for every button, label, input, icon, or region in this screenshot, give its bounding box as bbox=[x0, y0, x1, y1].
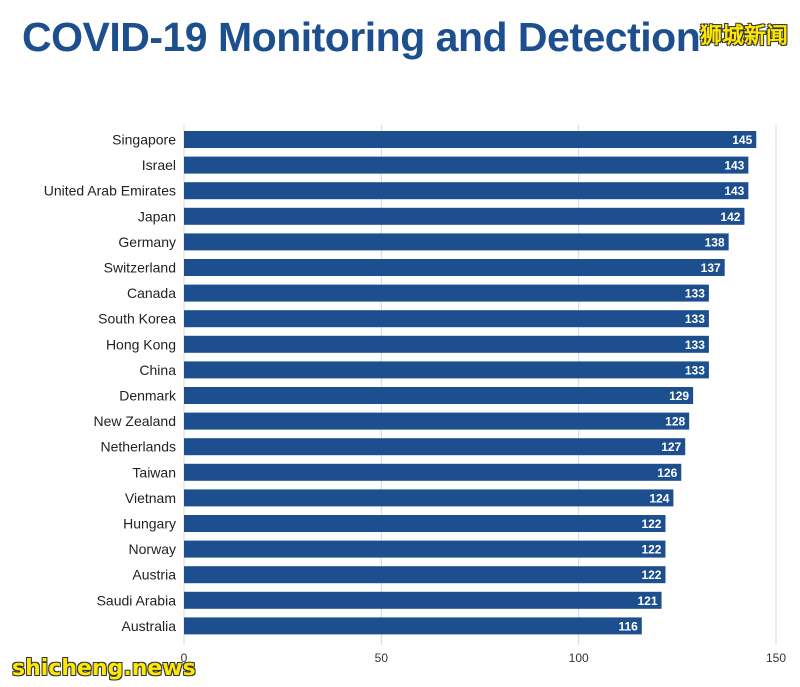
data-label: 128 bbox=[665, 415, 685, 429]
category-label: Canada bbox=[127, 285, 176, 301]
data-label: 137 bbox=[701, 261, 721, 275]
data-label: 121 bbox=[638, 594, 658, 608]
bar bbox=[184, 617, 642, 635]
data-label: 133 bbox=[685, 312, 705, 326]
data-label: 129 bbox=[669, 389, 689, 403]
bar bbox=[184, 566, 666, 584]
bar bbox=[184, 361, 709, 379]
x-tick-label: 100 bbox=[569, 651, 589, 665]
bar bbox=[184, 156, 749, 174]
category-label: Norway bbox=[129, 541, 176, 557]
bar bbox=[184, 438, 686, 456]
data-label: 133 bbox=[685, 287, 705, 301]
x-tick-label: 150 bbox=[766, 651, 786, 665]
data-label: 126 bbox=[657, 466, 677, 480]
data-label: 122 bbox=[641, 568, 661, 582]
data-label: 122 bbox=[641, 517, 661, 531]
bar bbox=[184, 515, 666, 532]
data-label: 127 bbox=[661, 440, 681, 454]
watermark-top: 狮城新闻 bbox=[699, 24, 788, 49]
bar bbox=[184, 233, 729, 251]
bar bbox=[184, 207, 745, 225]
category-label: Taiwan bbox=[132, 464, 176, 480]
bar-layer bbox=[184, 131, 757, 635]
data-label: 133 bbox=[685, 363, 705, 377]
category-label: China bbox=[139, 362, 176, 378]
data-label: 122 bbox=[641, 543, 661, 557]
data-label: 133 bbox=[685, 338, 705, 352]
category-label: Hungary bbox=[123, 516, 176, 532]
data-label: 142 bbox=[720, 210, 740, 224]
bar bbox=[184, 335, 709, 353]
category-label: Austria bbox=[132, 567, 176, 583]
category-label: Vietnam bbox=[125, 490, 176, 506]
category-label: United Arab Emirates bbox=[44, 183, 176, 199]
bar bbox=[184, 284, 709, 302]
category-label: Hong Kong bbox=[106, 336, 176, 352]
category-label: New Zealand bbox=[94, 413, 177, 429]
x-tick-label: 50 bbox=[375, 651, 389, 665]
bar bbox=[184, 131, 757, 148]
data-label: 145 bbox=[732, 133, 752, 147]
category-label: Netherlands bbox=[101, 439, 177, 455]
bar bbox=[184, 387, 694, 404]
category-label: Saudi Arabia bbox=[97, 592, 177, 608]
data-label: 143 bbox=[724, 184, 744, 198]
bar bbox=[184, 591, 662, 609]
bar bbox=[184, 540, 666, 558]
data-label: 138 bbox=[705, 235, 725, 249]
data-label: 143 bbox=[724, 159, 744, 173]
bar bbox=[184, 259, 725, 276]
bar bbox=[184, 412, 690, 430]
category-label: Germany bbox=[118, 234, 176, 250]
bar bbox=[184, 182, 749, 200]
bar bbox=[184, 310, 709, 328]
category-label: Israel bbox=[142, 157, 176, 173]
bar bbox=[184, 463, 682, 481]
category-label: Australia bbox=[122, 618, 177, 634]
category-label: Japan bbox=[138, 208, 176, 224]
category-label: South Korea bbox=[98, 311, 176, 327]
category-label: Switzerland bbox=[104, 260, 176, 276]
data-label: 116 bbox=[618, 619, 638, 633]
watermark-bottom: shicheng.news bbox=[12, 656, 196, 681]
chart-title: COVID-19 Monitoring and Detection bbox=[22, 14, 701, 60]
category-label: Singapore bbox=[112, 132, 176, 148]
data-label: 124 bbox=[649, 491, 669, 505]
x-tick-label: 0 bbox=[181, 651, 188, 665]
tick-layer: 0 50 100 150 bbox=[181, 651, 787, 665]
bar bbox=[184, 489, 674, 507]
label-layer: Singapore 145 Israel 143 United Arab Emirate… bbox=[44, 132, 753, 634]
category-label: Denmark bbox=[119, 388, 177, 404]
